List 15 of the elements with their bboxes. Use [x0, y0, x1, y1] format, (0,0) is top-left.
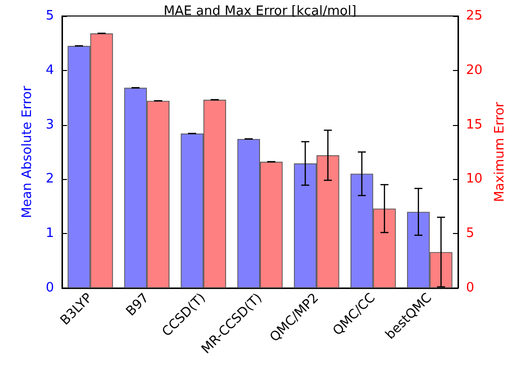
y2-axis-title: Maximum Error: [492, 101, 508, 202]
y2-tick-label: 15: [466, 117, 483, 132]
y-axis-title: Mean Absolute Error: [20, 85, 35, 218]
y2-tick-label: 0: [466, 280, 474, 296]
y2-tick-label: 10: [466, 172, 483, 187]
chart-title: MAE and Max Error [kcal/mol]: [164, 4, 356, 19]
y-tick-label: 0: [46, 280, 54, 296]
y-tick-label: 2: [46, 172, 54, 187]
y2-tick-label: 5: [466, 226, 474, 242]
y-tick-label: 4: [46, 62, 54, 78]
y-tick-label: 5: [46, 8, 54, 24]
y2-tick-label: 25: [466, 8, 483, 24]
y2-tick-label: 20: [466, 62, 483, 78]
y-tick-label: 1: [46, 226, 54, 242]
y-tick-label: 3: [46, 117, 54, 132]
